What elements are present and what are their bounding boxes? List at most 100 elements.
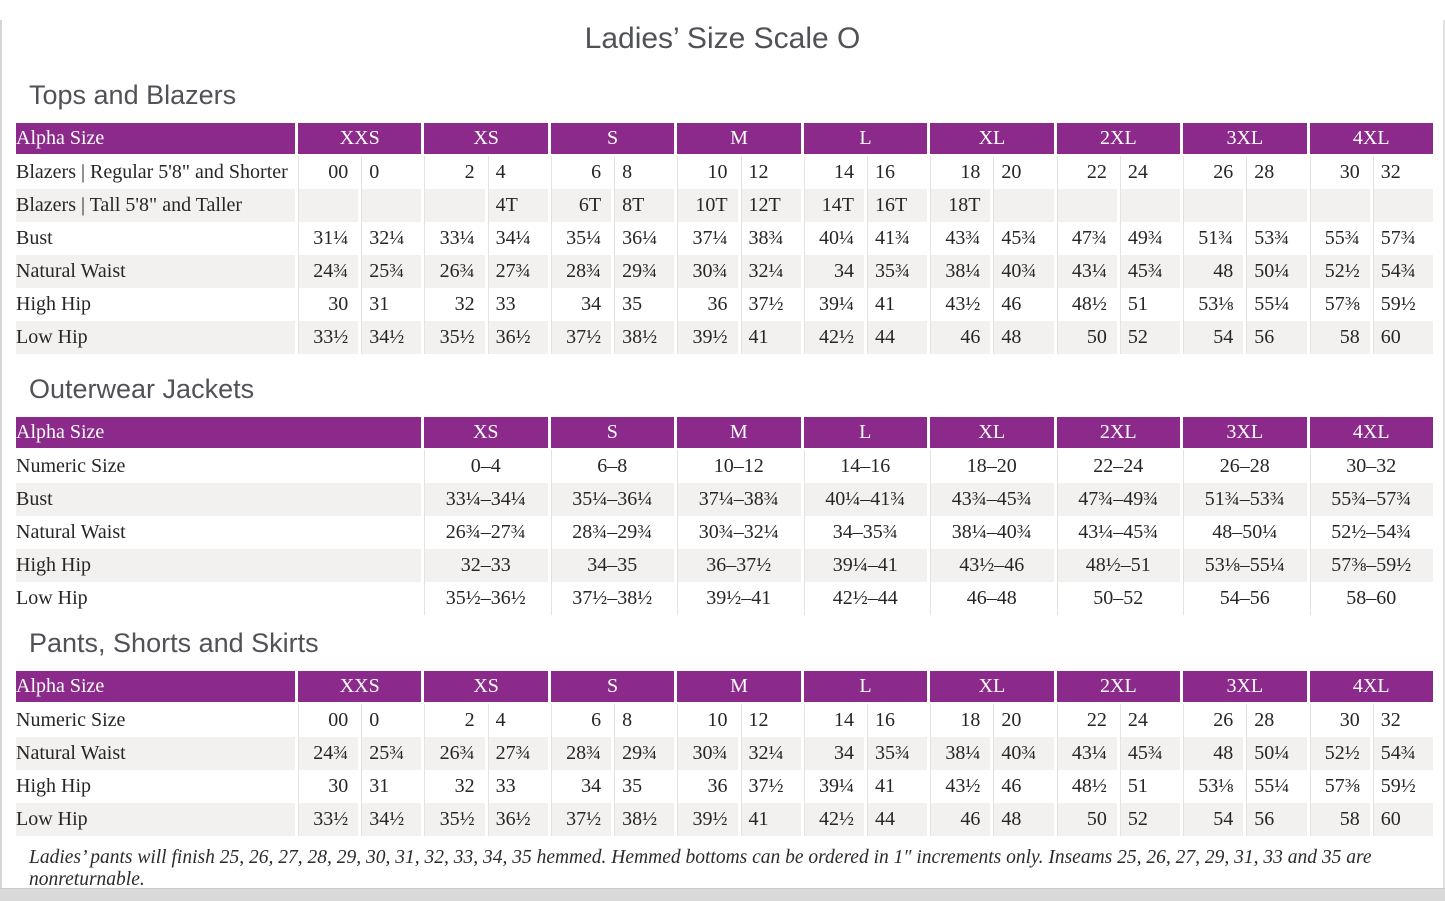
value-cell: 20 [990, 156, 1053, 189]
value-cell: 00 [295, 156, 358, 189]
value-cell: 53⅛–55¼ [1180, 549, 1307, 582]
table-row: Numeric Size 00 0 2 4 6 8 10 12 14 16 18 20 22 24 26 28 3… [16, 704, 1433, 737]
value-cell: 59½ [1369, 288, 1433, 321]
value-cell [1243, 189, 1307, 222]
value-cell: 50–52 [1053, 582, 1181, 615]
value-cell: 24¾ [295, 255, 359, 288]
value-cell: 10 [674, 704, 737, 737]
size-col-header-3xl: 3XL [1180, 123, 1307, 156]
value-cell: 46 [927, 803, 991, 836]
value-cell: 39¼–41 [800, 549, 927, 582]
size-header-row: Alpha Size XXS XS S M L XL 2XL 3XL 4XL [16, 123, 1433, 156]
value-cell: 37¼–38¾ [674, 483, 801, 516]
value-cell: 0 [358, 156, 421, 189]
value-cell: 49¾ [1116, 222, 1180, 255]
value-cell: 39¼ [800, 770, 864, 803]
value-cell: 43¾–45¾ [927, 483, 1054, 516]
value-cell: 28 [1243, 156, 1306, 189]
value-cell: 16 [863, 704, 927, 737]
value-cell: 0–4 [421, 450, 548, 483]
size-col-header-m: M [674, 671, 801, 704]
value-cell: 31¼ [295, 222, 358, 255]
value-cell: 12T [737, 189, 801, 222]
value-cell: 50¼ [1243, 737, 1307, 770]
value-cell: 36 [674, 770, 737, 803]
value-cell [1116, 189, 1181, 222]
value-cell: 33 [484, 770, 548, 803]
page-title: Ladies’ Size Scale O [584, 22, 861, 55]
value-cell: 41 [737, 803, 801, 836]
value-cell: 40¾ [990, 737, 1054, 770]
value-cell: 55¾–57¾ [1306, 483, 1433, 516]
value-cell: 42½–44 [800, 582, 928, 615]
value-cell: 30 [295, 288, 358, 321]
value-cell: 10 [674, 156, 737, 189]
value-cell: 37½ [737, 770, 801, 803]
value-cell: 50 [1053, 803, 1117, 836]
value-cell: 51 [1116, 770, 1180, 803]
value-cell: 40¼ [800, 222, 864, 255]
value-cell: 34½ [358, 321, 422, 354]
value-cell: 39½–41 [674, 582, 801, 615]
value-cell: 48 [1180, 737, 1244, 770]
size-col-header-2xl: 2XL [1053, 417, 1180, 450]
value-cell: 41 [737, 321, 801, 354]
size-col-header-l: L [800, 671, 928, 704]
value-cell: 16T [863, 189, 928, 222]
value-cell: 37½ [547, 321, 612, 354]
value-cell: 36¼ [611, 222, 674, 255]
value-cell: 22 [1053, 704, 1117, 737]
value-cell: 30 [295, 770, 358, 803]
value-cell: 14–16 [800, 450, 928, 483]
value-cell: 52½ [1306, 737, 1370, 770]
value-cell: 48 [990, 803, 1054, 836]
value-cell: 2 [421, 704, 484, 737]
size-col-header-xl: XL [927, 671, 1054, 704]
value-cell: 0 [358, 704, 421, 737]
value-cell: 46–48 [927, 582, 1054, 615]
value-cell: 48–50¼ [1180, 516, 1307, 549]
value-cell: 18T [927, 189, 991, 222]
value-cell: 53⅛ [1180, 288, 1243, 321]
table-row: Natural Waist 24¾ 25¾ 26¾ 27¾ 28¾ 29¾ 30¾ 32¼ 34 3… [16, 255, 1433, 288]
value-cell: 8T [611, 189, 675, 222]
value-cell: 55¼ [1243, 288, 1306, 321]
table-row: Natural Waist 24¾ 25¾ 26¾ 27¾ 28¾ 29¾ 30¾ 32¼ 34 3… [16, 737, 1433, 770]
value-cell: 8 [611, 156, 674, 189]
value-cell: 43¼ [1053, 737, 1117, 770]
value-cell: 35½–36½ [421, 582, 548, 615]
value-cell: 30¾ [674, 737, 738, 770]
value-cell: 30–32 [1306, 450, 1434, 483]
value-cell: 37½–38½ [547, 582, 675, 615]
value-cell: 31 [358, 770, 421, 803]
size-col-header-s: S [547, 417, 674, 450]
row-label: High Hip [16, 293, 91, 315]
value-cell: 38½ [611, 803, 675, 836]
value-cell: 14 [800, 156, 864, 189]
value-cell: 38½ [611, 321, 675, 354]
value-cell: 25¾ [358, 255, 422, 288]
outerwear-jackets-table: Alpha Size XS S M L XL 2XL 3XL 4XL Numeric Size 0–… [16, 417, 1433, 615]
value-cell: 35 [611, 770, 674, 803]
section-heading-outerwear-jackets: Outerwear Jackets [29, 374, 255, 404]
value-cell: 6 [547, 156, 611, 189]
value-cell: 24¾ [295, 737, 359, 770]
size-col-header-xl: XL [927, 417, 1054, 450]
value-cell: 6 [547, 704, 611, 737]
value-cell: 50¼ [1243, 255, 1307, 288]
value-cell: 6–8 [547, 450, 675, 483]
row-label: High Hip [16, 549, 421, 582]
value-cell: 26–28 [1180, 450, 1307, 483]
size-header-row: Alpha Size XS S M L XL 2XL 3XL 4XL [16, 417, 1433, 450]
value-cell: 38¼–40¾ [927, 516, 1054, 549]
page-bottom-edge [0, 888, 1445, 901]
value-cell: 54 [1180, 321, 1244, 354]
value-cell: 35½ [421, 321, 485, 354]
value-cell: 30¾–32¼ [674, 516, 801, 549]
row-label: Natural Waist [16, 521, 126, 543]
value-cell: 39½ [674, 321, 738, 354]
value-cell: 35¼ [547, 222, 611, 255]
size-col-header-xs: XS [421, 671, 548, 704]
value-cell: 32¼ [737, 255, 801, 288]
value-cell: 33½ [295, 803, 359, 836]
